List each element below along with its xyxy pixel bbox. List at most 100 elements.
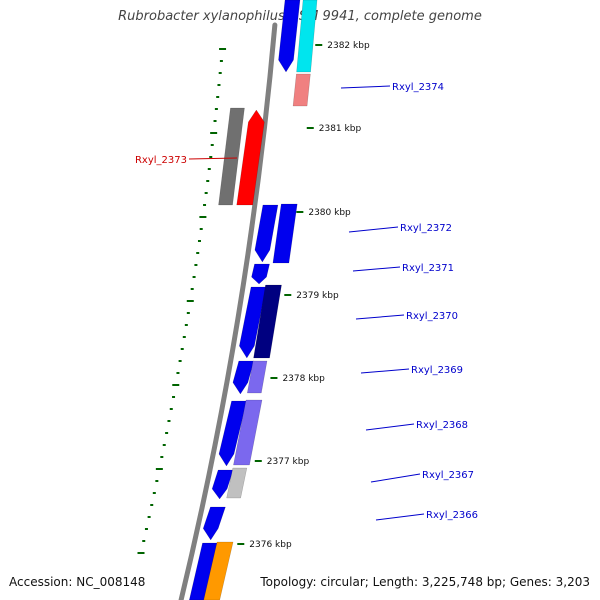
gene-block <box>247 360 268 394</box>
gene-label: Rxyl_2371 <box>402 263 454 274</box>
gc-skew-mark <box>152 492 156 494</box>
gc-skew-mark <box>210 144 214 146</box>
label-leader-line <box>370 473 421 483</box>
label-leader-line <box>375 513 425 521</box>
gc-skew-mark <box>209 156 213 158</box>
scale-label: 2380 kbp <box>308 208 351 218</box>
gc-skew-mark <box>182 336 186 338</box>
gc-skew-mark <box>147 516 151 518</box>
scale-label: 2382 kbp <box>327 41 370 51</box>
gc-skew-mark <box>213 120 217 122</box>
gene-label: Rxyl_2372 <box>400 223 452 234</box>
scale-label: 2379 kbp <box>296 291 339 301</box>
label-leader-line <box>188 157 238 160</box>
scale-label: 2377 kbp <box>267 457 310 467</box>
gc-skew-mark <box>218 72 222 74</box>
gc-skew-mark <box>184 324 188 326</box>
gene-block <box>232 360 255 395</box>
gene-label: Rxyl_2373 <box>135 155 187 166</box>
gc-skew-mark <box>219 48 227 50</box>
gc-skew-track <box>137 48 227 554</box>
scale-label: 2381 kbp <box>319 124 362 134</box>
topology-text: Topology: circular; Length: 3,225,748 bp… <box>260 575 590 589</box>
gc-skew-mark <box>194 264 198 266</box>
gc-skew-mark <box>199 216 207 218</box>
gene-label: Rxyl_2368 <box>416 420 468 431</box>
gene-block <box>239 286 267 359</box>
gene-labels: Rxyl_2374 Rxyl_2373 Rxyl_2372 Rxyl_2371 Rxyl… <box>135 82 478 521</box>
scale-ticks: 2382 kbp 2381 kbp 2380 kbp 2379 kbp 2378 kbp… <box>237 41 370 550</box>
gene-label: Rxyl_2367 <box>422 470 474 481</box>
gc-skew-mark <box>210 132 218 134</box>
scale-tick <box>315 44 323 46</box>
gene-block <box>189 542 218 600</box>
gc-skew-mark <box>178 360 182 362</box>
gene-label: Rxyl_2370 <box>406 311 458 322</box>
gc-skew-mark <box>217 84 221 86</box>
gene-block <box>218 400 247 467</box>
scale-tick <box>270 377 278 379</box>
gc-skew-mark <box>192 276 196 278</box>
scale-tick <box>296 211 304 213</box>
gene-block <box>253 284 282 359</box>
gc-skew-mark <box>137 552 145 554</box>
gc-skew-mark <box>167 420 171 422</box>
gene-track <box>189 0 318 600</box>
gc-skew-mark <box>176 372 180 374</box>
label-leader-line <box>348 226 399 233</box>
accession-text: Accession: NC_008148 <box>9 575 146 589</box>
label-leader-line <box>355 314 405 320</box>
gene-block <box>203 541 234 600</box>
scale-tick <box>306 127 314 129</box>
gc-skew-mark <box>150 504 154 506</box>
scale-label: 2378 kbp <box>282 374 325 384</box>
gc-skew-mark <box>155 468 163 470</box>
label-leader-line <box>360 368 410 374</box>
gc-skew-mark <box>196 252 200 254</box>
gene-block <box>296 0 318 73</box>
gc-skew-mark <box>186 312 190 314</box>
gc-skew-mark <box>144 528 148 530</box>
label-leader-line <box>365 423 415 431</box>
genome-backbone <box>178 22 278 600</box>
gene-block <box>251 263 270 285</box>
gene-block <box>218 107 245 206</box>
gc-skew-mark <box>169 408 173 410</box>
gc-skew-mark <box>186 300 194 302</box>
label-leader-line <box>352 266 401 272</box>
gc-skew-mark <box>199 228 203 230</box>
gc-skew-mark <box>162 444 166 446</box>
gc-skew-mark <box>165 432 169 434</box>
gene-label: Rxyl_2366 <box>426 510 478 521</box>
gc-skew-mark <box>204 192 208 194</box>
gc-skew-mark <box>142 540 146 542</box>
gene-block <box>272 203 298 264</box>
scale-tick <box>254 460 262 462</box>
gene-label: Rxyl_2374 <box>392 82 444 93</box>
gc-skew-mark <box>155 480 159 482</box>
gene-block <box>236 109 265 206</box>
gene-block <box>226 467 248 499</box>
gc-skew-mark <box>206 180 210 182</box>
scale-label: 2376 kbp <box>249 540 292 550</box>
gc-skew-mark <box>214 108 218 110</box>
gc-skew-mark <box>203 204 207 206</box>
gc-skew-mark <box>190 288 194 290</box>
gc-skew-mark <box>172 384 180 386</box>
scale-tick <box>237 543 245 545</box>
gc-skew-mark <box>207 168 211 170</box>
gene-block <box>211 469 234 500</box>
gene-block <box>254 204 279 263</box>
gc-skew-mark <box>219 60 223 62</box>
label-leader-line <box>340 85 391 89</box>
gc-skew-mark <box>197 240 201 242</box>
gene-block <box>278 0 301 73</box>
gene-label: Rxyl_2369 <box>411 365 463 376</box>
gene-block <box>202 506 226 541</box>
gene-block <box>292 73 311 107</box>
gene-block <box>233 399 263 466</box>
map-title: Rubrobacter xylanophilus DSM 9941, compl… <box>118 9 482 24</box>
gc-skew-mark <box>180 348 184 350</box>
gc-skew-mark <box>160 456 164 458</box>
